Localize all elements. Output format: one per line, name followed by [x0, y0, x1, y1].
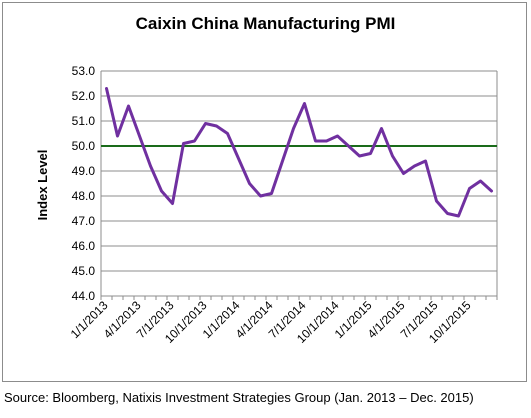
chart-frame [2, 2, 527, 382]
series-line-0 [105, 87, 493, 218]
grid-lines [101, 70, 497, 297]
series-group [105, 87, 493, 218]
y-tick-label-1: 45.0 [72, 264, 96, 278]
y-tick-label-3: 47.0 [72, 214, 96, 228]
axes [100, 71, 498, 300]
y-tick-label-9: 53.0 [72, 64, 96, 78]
y-tick-label-4: 48.0 [72, 189, 96, 203]
source-note: Source: Bloomberg, Natixis Investment St… [4, 390, 474, 405]
chart-title: Caixin China Manufacturing PMI [135, 14, 396, 33]
y-tick-label-7: 51.0 [72, 114, 96, 128]
y-tick-label-6: 50.0 [72, 139, 96, 153]
y-tick-label-2: 46.0 [72, 239, 96, 253]
x-tick-labels: 1/1/20134/1/20137/1/201310/1/20131/1/201… [68, 298, 474, 346]
y-axis-label: Index Level [35, 150, 50, 221]
y-tick-label-8: 52.0 [72, 89, 96, 103]
y-tick-label-5: 49.0 [72, 164, 96, 178]
y-tick-label-0: 44.0 [72, 289, 96, 303]
y-tick-labels: 44.0 45.0 46.0 47.0 48.0 49.0 50.0 51.0 52.0 53.0 [72, 64, 96, 303]
